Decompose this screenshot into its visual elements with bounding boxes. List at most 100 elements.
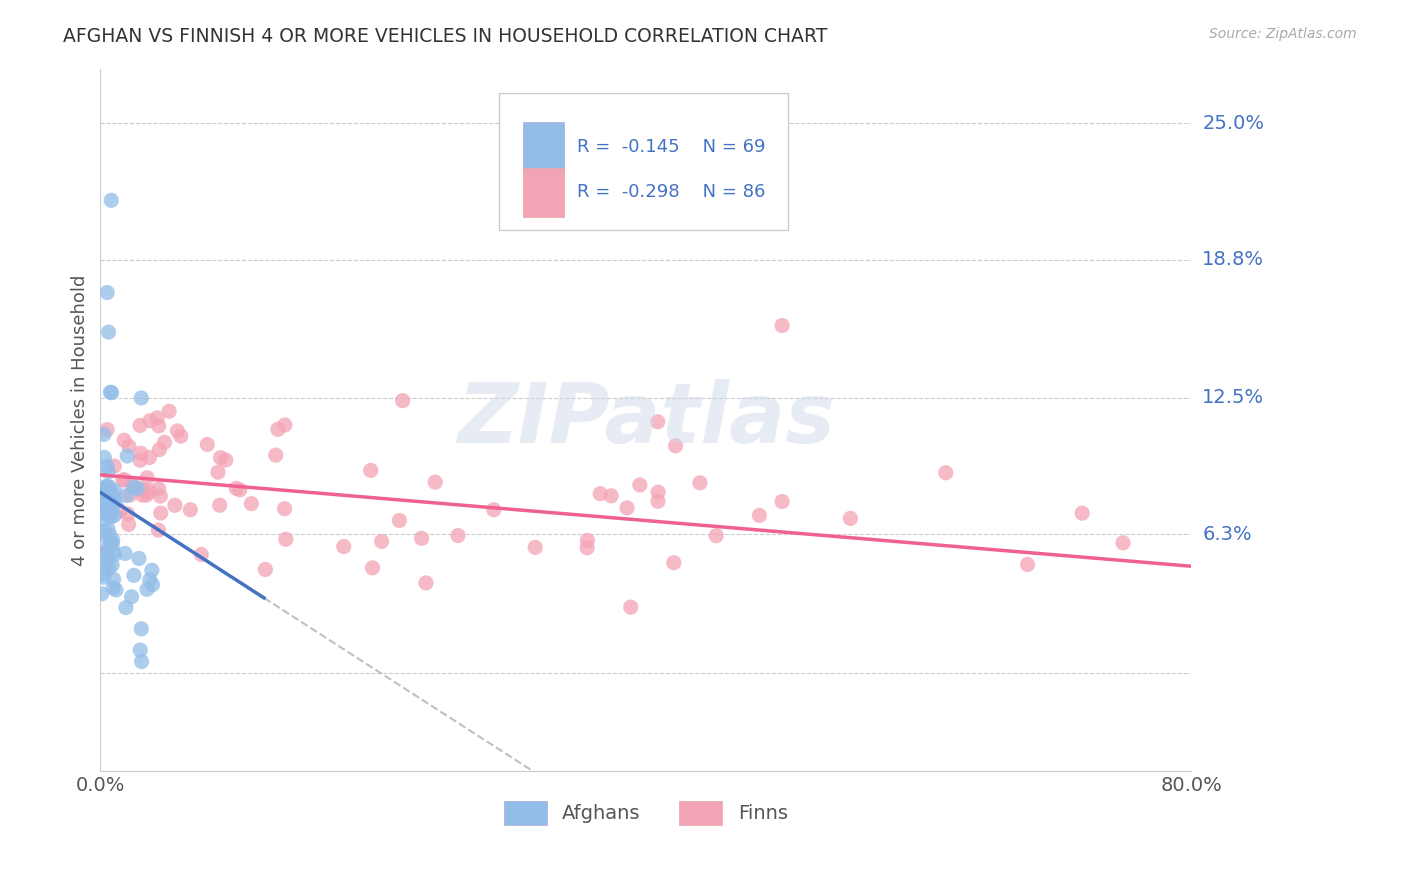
Point [620, 600, 643, 615]
Point [267, 422, 290, 436]
Point [273, 501, 295, 516]
Point [170, 429, 193, 443]
Point [447, 528, 470, 542]
Point [274, 417, 297, 432]
Point [101, 537, 124, 551]
Point [411, 531, 433, 545]
Point [98, 480, 121, 494]
Point [129, 643, 152, 657]
Point [93, 450, 115, 465]
Text: Source: ZipAtlas.com: Source: ZipAtlas.com [1209, 27, 1357, 41]
Point [482, 503, 505, 517]
Point [179, 503, 201, 517]
Point [360, 463, 382, 477]
Point [98, 496, 121, 510]
Point [132, 483, 155, 498]
Point [689, 475, 711, 490]
Point [628, 478, 651, 492]
Point [215, 453, 238, 467]
Point [146, 410, 169, 425]
Text: AFGHAN VS FINNISH 4 OR MORE VEHICLES IN HOUSEHOLD CORRELATION CHART: AFGHAN VS FINNISH 4 OR MORE VEHICLES IN … [63, 27, 828, 45]
Point [90, 587, 112, 601]
Point [115, 600, 138, 615]
Point [97, 465, 120, 479]
Point [935, 466, 957, 480]
Bar [523, 168, 564, 217]
Point [105, 582, 128, 597]
Bar [523, 122, 564, 171]
Point [370, 534, 392, 549]
Legend: Afghans, Finns: Afghans, Finns [503, 801, 787, 825]
Point [91, 505, 114, 519]
Point [96, 491, 118, 506]
Text: 6.3%: 6.3% [1202, 524, 1251, 543]
Y-axis label: 4 or more Vehicles in Household: 4 or more Vehicles in Household [72, 274, 89, 566]
Point [704, 529, 727, 543]
Point [770, 318, 793, 333]
Point [148, 523, 170, 537]
Point [91, 513, 114, 527]
Point [149, 506, 172, 520]
Point [100, 510, 122, 524]
Point [96, 285, 118, 300]
Point [104, 483, 127, 498]
Point [138, 573, 160, 587]
Point [103, 544, 125, 558]
Point [97, 491, 120, 506]
Point [647, 485, 669, 500]
Point [122, 568, 145, 582]
Point [97, 325, 120, 339]
Point [121, 476, 143, 491]
Point [90, 503, 112, 517]
Point [103, 572, 125, 586]
Point [576, 533, 599, 548]
FancyBboxPatch shape [499, 93, 787, 230]
Point [93, 570, 115, 584]
Point [97, 522, 120, 536]
Point [138, 484, 160, 499]
Point [131, 655, 153, 669]
Point [97, 483, 120, 497]
Point [97, 508, 120, 523]
Point [100, 385, 122, 400]
Point [93, 427, 115, 442]
Point [91, 566, 114, 581]
Point [425, 475, 447, 490]
Point [589, 487, 612, 501]
Point [141, 563, 163, 577]
Point [148, 442, 170, 457]
Point [104, 495, 127, 509]
Point [115, 449, 138, 463]
Point [96, 459, 118, 474]
Point [157, 404, 180, 418]
Point [138, 450, 160, 465]
Text: 12.5%: 12.5% [1202, 389, 1264, 408]
Point [361, 561, 384, 575]
Point [101, 497, 124, 511]
Point [115, 489, 138, 503]
Point [264, 448, 287, 462]
Point [108, 504, 131, 518]
Point [139, 414, 162, 428]
Point [103, 459, 125, 474]
Point [1017, 558, 1039, 572]
Point [240, 497, 263, 511]
Point [662, 556, 685, 570]
Point [254, 562, 277, 576]
Point [148, 418, 170, 433]
Point [103, 508, 125, 523]
Point [128, 551, 150, 566]
Point [101, 558, 124, 572]
Point [136, 471, 159, 485]
Point [148, 482, 170, 496]
Text: R =  -0.145    N = 69: R = -0.145 N = 69 [576, 138, 765, 156]
Point [274, 532, 297, 546]
Point [114, 546, 136, 560]
Point [129, 418, 152, 433]
Point [149, 489, 172, 503]
Point [600, 489, 623, 503]
Point [209, 450, 232, 465]
Point [839, 511, 862, 525]
Point [117, 507, 139, 521]
Point [1112, 536, 1135, 550]
